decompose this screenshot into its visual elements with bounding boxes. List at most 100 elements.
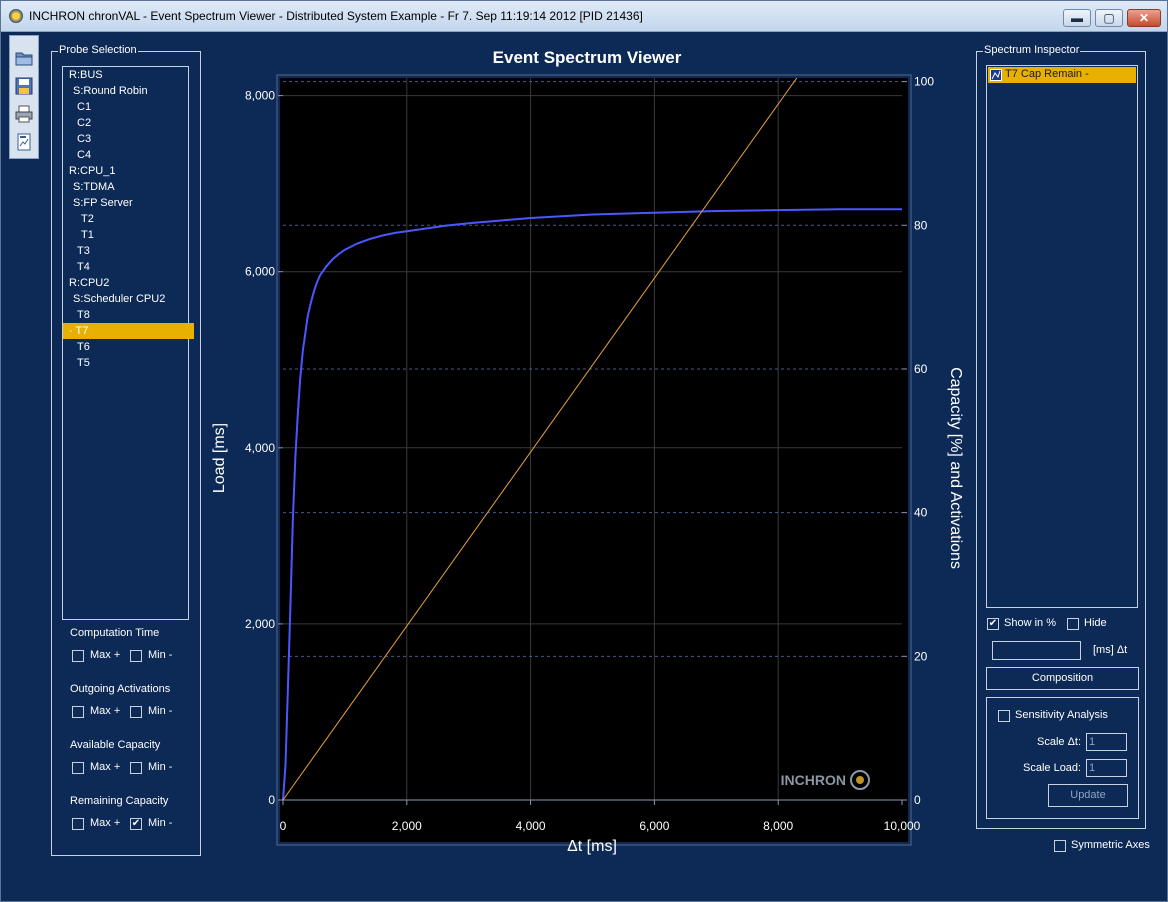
probe-item[interactable]: T4 (77, 261, 90, 273)
x-tick-label: 4,000 (516, 819, 546, 833)
x-tick-label: 10,000 (884, 819, 921, 833)
hide-checkbox[interactable] (1067, 618, 1079, 630)
x-tick-label: 6,000 (639, 819, 669, 833)
inchron-logo-dot (856, 776, 864, 784)
y2-tick-label: 60 (914, 362, 928, 376)
symmetric-axes-label: Symmetric Axes (1071, 839, 1150, 851)
title-bar: INCHRON chronVAL - Event Spectrum Viewer… (1, 1, 1167, 32)
hide-label: Hide (1084, 617, 1107, 629)
probe-item[interactable]: T3 (77, 245, 90, 257)
y-tick-label: 6,000 (245, 265, 275, 279)
probe-item[interactable]: R:CPU_1 (69, 165, 116, 177)
y2-tick-label: 80 (914, 218, 928, 232)
y2-tick-label: 20 (914, 649, 928, 663)
scale-dt-label: Scale Δt: (1037, 736, 1082, 748)
scale-load-input[interactable] (1086, 759, 1127, 777)
inspector-list[interactable]: T7 Cap Remain - (986, 65, 1138, 608)
option-max-checkbox[interactable] (72, 650, 84, 662)
inchron-logo-icon (850, 770, 870, 790)
probe-item[interactable]: S:TDMA (73, 181, 115, 193)
option-section-label: Computation Time (70, 627, 160, 639)
dt-unit-label: [ms] Δt (1093, 644, 1128, 656)
window-title: INCHRON chronVAL - Event Spectrum Viewer… (29, 9, 643, 23)
option-max-label: Max + (90, 705, 121, 717)
x-axis-label: Δt [ms] (567, 838, 617, 855)
inspector-item-t7[interactable]: T7 Cap Remain - (988, 67, 1136, 83)
y-tick-label: 2,000 (245, 617, 275, 631)
probe-item[interactable]: C1 (77, 101, 92, 113)
probe-item[interactable]: C2 (77, 117, 92, 129)
probe-list[interactable]: R:BUS S:Round Robin C1 C2 C3 C4 R:CPU_1 S:TDMA S… (62, 66, 194, 620)
probe-item[interactable]: S:FP Server (73, 197, 133, 209)
probe-item[interactable]: C3 (77, 133, 92, 145)
y-tick-label: 4,000 (245, 441, 275, 455)
capacity-line (282, 77, 798, 801)
y2-tick-label: 0 (914, 793, 921, 807)
probe-item[interactable]: T5 (77, 357, 90, 369)
load-line (282, 208, 902, 801)
x-tick-label: 2,000 (392, 819, 422, 833)
probe-item[interactable]: T6 (77, 341, 90, 353)
y-tick-label: 8,000 (245, 89, 275, 103)
side-toolbar (9, 35, 39, 159)
option-min-label: Min - (148, 761, 173, 773)
spectrum-inspector-label: Spectrum Inspector (983, 44, 1081, 56)
option-max-checkbox[interactable] (72, 818, 84, 830)
option-min-checkbox[interactable] (130, 650, 142, 662)
probe-item[interactable]: T2 (81, 213, 94, 225)
update-button[interactable]: Update (1048, 784, 1128, 807)
open-icon[interactable] (14, 48, 34, 68)
option-max-checkbox[interactable] (72, 762, 84, 774)
minimize-button[interactable]: ▬ (1063, 9, 1091, 27)
option-min-checkbox[interactable]: ✔ (130, 818, 142, 830)
show-in-pct-label: Show in % (1004, 617, 1056, 629)
dt-input[interactable] (992, 641, 1081, 660)
option-min-label: Min - (148, 817, 173, 829)
maximize-button[interactable]: ▢ (1095, 9, 1123, 27)
option-min-label: Min - (148, 649, 173, 661)
y2-tick-label: 100 (914, 75, 934, 89)
probe-item[interactable]: R:CPU2 (69, 277, 110, 289)
option-max-label: Max + (90, 761, 121, 773)
option-section-label: Available Capacity (70, 739, 161, 751)
probe-item[interactable]: S:Round Robin (73, 85, 148, 97)
y2-tick-label: 40 (914, 506, 928, 520)
option-section-label: Outgoing Activations (70, 683, 171, 695)
export-icon[interactable] (14, 132, 34, 152)
probe-item[interactable]: S:Scheduler CPU2 (73, 293, 166, 305)
option-max-checkbox[interactable] (72, 706, 84, 718)
chart-frame (276, 74, 912, 846)
y-tick-label: 0 (268, 793, 275, 807)
spectrum-inspector-group: Spectrum Inspector (976, 44, 1146, 829)
option-min-checkbox[interactable] (130, 762, 142, 774)
app-logo-icon (9, 9, 23, 23)
spectrum-trace-icon (990, 69, 1002, 81)
probe-item[interactable]: R:BUS (69, 69, 103, 81)
probe-item[interactable]: · T7 (63, 323, 194, 339)
close-button[interactable]: ✕ (1127, 9, 1161, 27)
symmetric-axes-checkbox[interactable] (1054, 840, 1066, 852)
show-in-pct-checkbox[interactable]: ✔ (987, 618, 999, 630)
composition-button[interactable]: Composition (986, 667, 1139, 690)
print-icon[interactable] (14, 104, 34, 124)
event-spectrum-chart: Event Spectrum Viewer 0 2,000 4,000 6,000 8,… (211, 48, 964, 855)
y-axis-label: Load [ms] (211, 423, 228, 493)
probe-item[interactable]: T1 (81, 229, 94, 241)
sensitivity-label: Sensitivity Analysis (1015, 709, 1108, 721)
probe-selection-label: Probe Selection (58, 44, 138, 56)
scale-dt-input[interactable] (1086, 733, 1127, 751)
sensitivity-group (986, 697, 1139, 819)
x-tick-label: 8,000 (763, 819, 793, 833)
probe-item[interactable]: C4 (77, 149, 92, 161)
probe-item[interactable]: T8 (77, 309, 90, 321)
save-icon[interactable] (14, 76, 34, 96)
option-min-checkbox[interactable] (130, 706, 142, 718)
plot-area (280, 78, 908, 842)
option-section-label: Remaining Capacity (70, 795, 169, 807)
y2-axis-label: Capacity [%] and Activations (947, 367, 964, 569)
inchron-watermark: INCHRON (781, 772, 846, 788)
option-max-label: Max + (90, 817, 121, 829)
scale-load-label: Scale Load: (1023, 762, 1082, 774)
sensitivity-checkbox[interactable] (998, 710, 1010, 722)
